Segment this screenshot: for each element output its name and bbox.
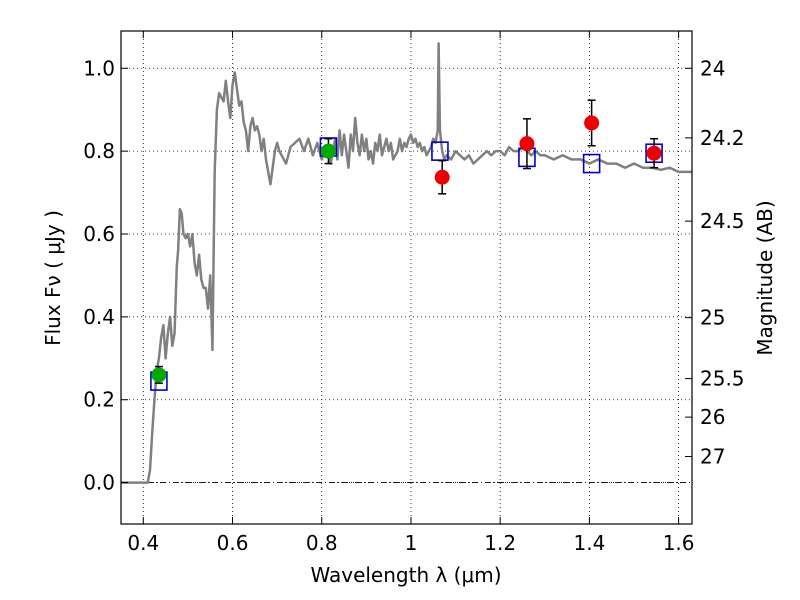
right-tick-label: 24.5 <box>700 209 745 233</box>
photometry-point <box>584 115 600 131</box>
right-tick-label: 26 <box>700 405 725 429</box>
plot-frame <box>120 30 693 525</box>
plot-area <box>121 42 692 484</box>
spectrum-line <box>121 42 692 484</box>
right-tick-label: 24 <box>700 56 725 80</box>
x-tick-label: 0.6 <box>217 531 249 555</box>
right-tick-label: 27 <box>700 444 725 468</box>
y-tick-label: 0.4 <box>83 305 115 329</box>
x-axis-label: Wavelength λ (μm) <box>310 563 501 587</box>
right-tick-label: 24.2 <box>700 126 745 150</box>
y-axis-right-label: Magnitude (AB) <box>753 200 777 355</box>
y-tick-label: 0.0 <box>83 471 115 495</box>
y-tick-label: 0.6 <box>83 222 115 246</box>
y-tick-label: 0.8 <box>83 139 115 163</box>
x-tick-label: 1.4 <box>573 531 605 555</box>
photometry-point <box>434 169 450 185</box>
right-tick-label: 25 <box>700 306 725 330</box>
x-tick-label: 0.8 <box>306 531 338 555</box>
x-tick-label: 1.6 <box>663 531 695 555</box>
y-tick-label: 1.0 <box>83 56 115 80</box>
tick-layer: 0.4 0.6 0.8 1 1.2 1.4 1.6 0.0 0.2 0.4 0.6 0.8 1.0 24 2… <box>83 31 745 555</box>
photometry-point <box>320 143 336 159</box>
y-tick-label: 0.2 <box>83 388 115 412</box>
x-tick-label: 1.2 <box>484 531 516 555</box>
series-layer <box>121 42 692 484</box>
y-axis-label: Flux Fν ( μJy ) <box>41 210 65 346</box>
model-square-marker <box>582 153 601 174</box>
right-tick-label: 25.5 <box>700 367 745 391</box>
photometry-point <box>646 145 662 161</box>
grid-layer <box>121 31 692 524</box>
x-tick-label: 1 <box>405 531 418 555</box>
x-tick-label: 0.4 <box>127 531 159 555</box>
photometry-point <box>151 367 167 383</box>
photometry-point <box>519 136 535 152</box>
